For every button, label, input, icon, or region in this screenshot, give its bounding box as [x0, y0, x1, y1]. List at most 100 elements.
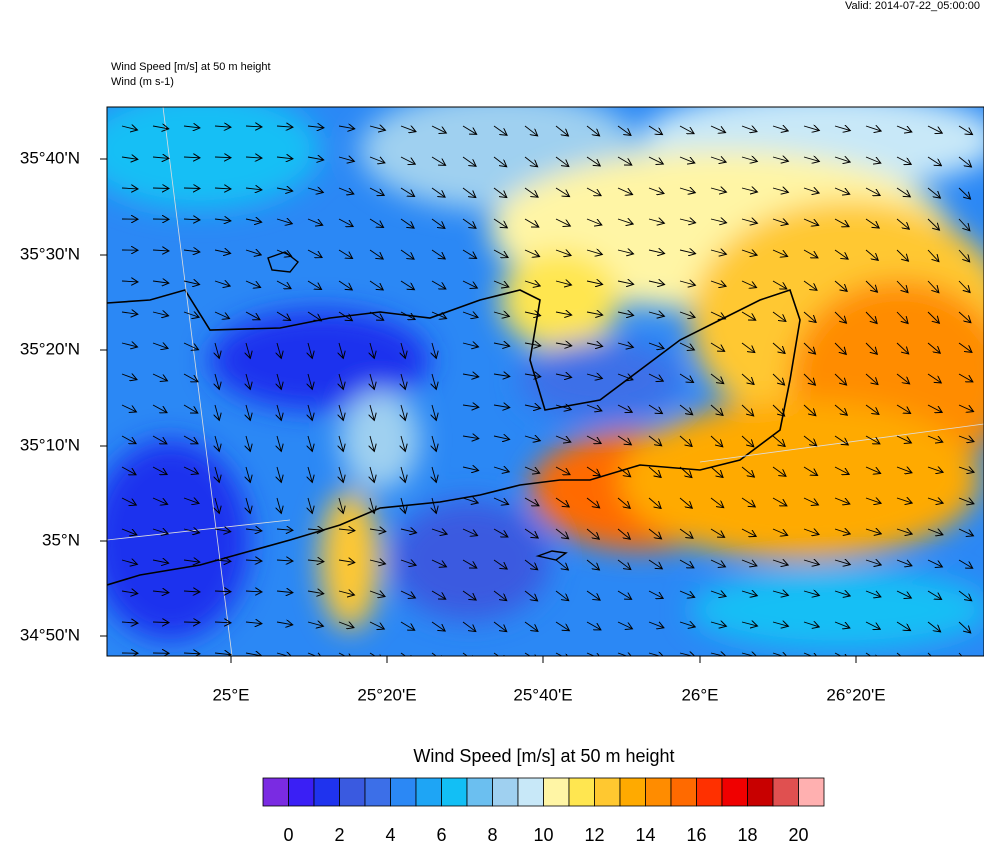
wind-arrow [307, 560, 324, 562]
colorbar-label: 20 [788, 825, 808, 845]
wind-arrow [121, 374, 137, 380]
wind-arrow [276, 249, 292, 256]
wind-arrow [245, 622, 262, 624]
wind-arrow [214, 250, 231, 253]
wind-arrow [710, 404, 723, 416]
wind-arrow [401, 342, 405, 358]
colorbar-label: 8 [487, 825, 497, 845]
wind-arrow [338, 560, 355, 563]
plot-title: Wind Speed [m/s] at 50 m height [111, 61, 271, 73]
wind-arrow [865, 404, 879, 414]
wind-arrow [865, 466, 881, 473]
wind-arrow [834, 311, 846, 323]
colorbar-title: Wind Speed [m/s] at 50 m height [413, 746, 674, 766]
wind-arrow [462, 405, 479, 407]
wind-arrow [524, 249, 540, 257]
wind-arrow [277, 497, 281, 513]
wind-arrow [586, 343, 603, 346]
wind-arrow [741, 622, 757, 626]
wind-arrow [121, 312, 138, 314]
wind-arrow [741, 528, 756, 536]
wind-arrow [865, 590, 881, 597]
lon-label: 25°20'E [357, 685, 416, 704]
lon-label: 25°E [212, 685, 249, 704]
wind-arrow [555, 405, 571, 410]
wind-arrow [462, 621, 476, 632]
wind-arrow [432, 466, 436, 482]
wind-arrow [555, 528, 569, 539]
lon-label: 26°20'E [826, 685, 885, 704]
wind-arrow [617, 590, 632, 599]
wind-arrow [896, 156, 911, 164]
wind-arrow [958, 436, 974, 442]
wind-arrow [834, 373, 847, 385]
wind-arrow [462, 652, 476, 656]
wind-arrow [648, 559, 662, 569]
wind-arrow [741, 280, 757, 288]
wind-arrow [152, 497, 168, 504]
wind-arrow [710, 497, 724, 508]
wind-arrow [617, 250, 634, 254]
wind-arrow [493, 249, 508, 258]
wind-arrow [555, 187, 570, 197]
wind-arrow [276, 653, 292, 656]
wind-arrow [121, 528, 137, 535]
wind-arrow [803, 404, 816, 416]
wind-arrow [679, 404, 693, 415]
wind-arrow [276, 591, 293, 593]
wind-arrow [896, 342, 909, 354]
wind-arrow [400, 560, 416, 565]
wind-arrow [338, 126, 355, 129]
wind-arrow [276, 529, 293, 530]
lat-label: 35°40'N [20, 148, 80, 167]
wind-arrow [369, 249, 383, 259]
wind-arrow [865, 280, 877, 292]
wind-arrow [555, 621, 569, 631]
wind-arrow [834, 466, 849, 474]
wind-arrow [431, 652, 445, 656]
wind-arrow [152, 591, 169, 593]
wind-arrow [834, 187, 850, 194]
wind-arrow [741, 404, 754, 416]
wind-arrow [214, 311, 230, 319]
wind-arrow [338, 311, 352, 321]
wind-arrow [214, 157, 231, 158]
wind-arrow [648, 156, 663, 164]
colorbar-swatch [390, 777, 417, 807]
wind-arrow [369, 157, 385, 163]
wind-arrow [431, 218, 445, 228]
wind-arrow [803, 591, 819, 595]
wind-arrow [400, 590, 415, 598]
wind-arrow [679, 281, 695, 285]
wind-arrow [183, 126, 200, 128]
colorbar-label: 6 [436, 825, 446, 845]
wind-arrow [338, 529, 355, 531]
wind-arrow [710, 466, 723, 478]
wind-arrow [803, 126, 819, 131]
wind-arrow [927, 435, 943, 442]
wind-arrow [555, 652, 570, 656]
wind-arrow [431, 280, 446, 289]
wind-arrow [679, 156, 695, 163]
wind-arrow [617, 219, 633, 224]
wind-arrow [834, 591, 850, 596]
wind-arrow [369, 280, 383, 290]
colorbar-label: 18 [737, 825, 757, 845]
colorbar-swatch [721, 777, 748, 807]
wind-arrow [927, 590, 942, 599]
colorbar-swatch [619, 777, 646, 807]
lon-label: 25°40'E [513, 685, 572, 704]
wind-arrow [555, 281, 571, 285]
wind-arrow [121, 188, 138, 189]
wind-arrow [648, 250, 665, 254]
wind-arrow [679, 435, 692, 446]
wind-arrow [927, 467, 943, 472]
wind-arrow [710, 281, 726, 286]
wind-arrow [493, 218, 507, 228]
wind-arrow [400, 218, 414, 228]
wind-arrow [741, 219, 757, 223]
wind-arrow [617, 559, 631, 570]
wind-arrow [121, 404, 136, 412]
wind-arrow [183, 250, 200, 252]
wind-arrow [400, 529, 417, 533]
